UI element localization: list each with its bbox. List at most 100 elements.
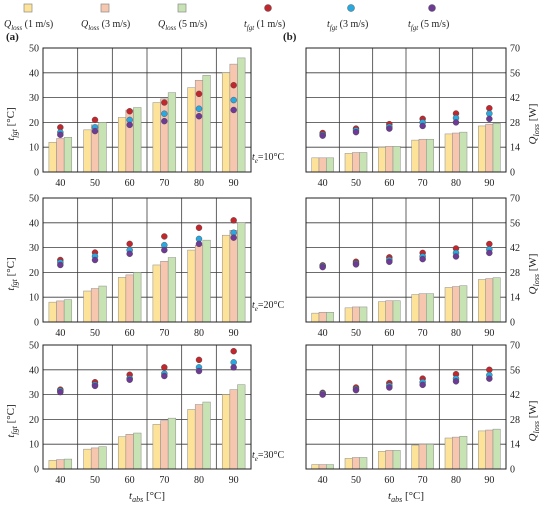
bar <box>485 123 494 173</box>
bar <box>411 294 420 323</box>
bar <box>237 222 246 323</box>
bar <box>187 87 196 173</box>
bar <box>125 434 134 470</box>
data-point <box>486 366 493 373</box>
bar <box>98 446 107 470</box>
x-tick-label: 50 <box>351 328 361 339</box>
y-axis-label: Qloss [W] <box>527 401 541 442</box>
bar <box>133 272 142 323</box>
data-point <box>126 250 133 258</box>
plot-frame <box>42 47 252 173</box>
data-point <box>386 125 393 132</box>
data-point <box>419 122 426 130</box>
data-point <box>57 131 64 139</box>
chart-panel-a-3: 0 10 20 30 40 50 40 50 60 70 80 90 tfgt [°C] <box>5 341 252 486</box>
bar <box>152 102 161 173</box>
x-tick-label: 50 <box>90 178 100 189</box>
bar <box>344 307 353 323</box>
legend-label: Qloss (3 m/s) <box>81 19 130 32</box>
data-point <box>352 261 360 268</box>
y-tick-label: 40 <box>29 218 39 229</box>
legend: Qloss (1 m/s) Qloss (3 m/s) Qloss (5 m/s) t… <box>4 3 449 32</box>
data-point <box>386 384 393 391</box>
data-point <box>230 217 237 224</box>
y-tick-label: 20 <box>29 415 39 426</box>
bar <box>63 458 73 470</box>
data-point <box>161 372 168 380</box>
x-tick-label: 70 <box>159 178 169 189</box>
bar <box>359 306 368 323</box>
bar <box>418 293 427 323</box>
bar <box>444 133 453 173</box>
bar <box>411 139 420 173</box>
bar <box>444 437 453 470</box>
y-tick-label: 14 <box>510 143 520 154</box>
condition-label: te=20°C <box>252 300 285 313</box>
data-point <box>486 115 493 123</box>
y-tick-label: 0 <box>34 168 39 179</box>
panel-label-b: (b) <box>283 31 297 43</box>
y-tick-label: 40 <box>29 68 39 79</box>
x-axis-label: tabs [°C] <box>388 490 424 504</box>
y-tick-label: 56 <box>510 68 520 79</box>
y-tick-label: 0 <box>510 168 515 179</box>
data-point <box>452 378 460 385</box>
bar <box>56 300 65 323</box>
bar <box>311 157 320 173</box>
y-tick-label: 30 <box>29 390 39 401</box>
y-axis-label: tfgt [°C] <box>5 404 19 437</box>
data-point <box>161 364 168 371</box>
bar <box>344 458 353 470</box>
x-tick-label: 40 <box>55 475 65 486</box>
bar <box>392 450 401 470</box>
data-point <box>230 364 237 371</box>
bar <box>311 464 320 470</box>
x-tick-label: 80 <box>451 475 461 486</box>
x-tick-label: 60 <box>384 475 394 486</box>
bar <box>444 287 453 323</box>
data-point <box>195 224 203 231</box>
x-tick-label: 60 <box>384 178 394 189</box>
bar <box>478 430 486 470</box>
plot-frame <box>42 344 252 470</box>
x-tick-label: 60 <box>125 178 135 189</box>
bar <box>426 443 434 470</box>
bar <box>167 92 177 173</box>
data-point <box>57 388 64 396</box>
data-point <box>486 240 493 248</box>
legend-marker <box>347 4 355 12</box>
panel-label-a: (a) <box>6 31 19 43</box>
bar <box>160 260 169 323</box>
bar <box>56 138 65 173</box>
x-tick-label: 90 <box>484 178 494 189</box>
data-point <box>452 119 460 126</box>
data-point <box>195 105 203 112</box>
bar <box>237 57 246 173</box>
bar <box>359 152 368 173</box>
bar <box>452 436 460 470</box>
bar <box>83 448 92 470</box>
data-point <box>486 249 493 257</box>
y-tick-label: 56 <box>510 218 520 229</box>
legend-label: tfgt (1 m/s) <box>244 19 285 32</box>
data-point <box>195 367 203 375</box>
bar <box>418 138 427 173</box>
y-tick-label: 14 <box>510 440 520 451</box>
data-point <box>486 375 493 382</box>
x-tick-label: 90 <box>484 328 494 339</box>
x-tick-label: 80 <box>194 178 204 189</box>
bar <box>117 277 127 323</box>
y-tick-label: 0 <box>510 465 515 476</box>
data-point <box>230 234 237 241</box>
chart-panel-a-2: 0 10 20 30 40 50 40 50 60 70 80 90 tfgt [°C] <box>5 194 252 339</box>
y-axis-label: Qloss [W] <box>527 254 541 295</box>
x-tick-label: 70 <box>159 328 169 339</box>
y-tick-label: 28 <box>510 118 520 129</box>
bar <box>326 464 334 470</box>
data-point <box>319 391 326 398</box>
bar <box>392 146 401 173</box>
y-tick-label: 28 <box>510 268 520 279</box>
bar <box>48 460 57 470</box>
y-tick-label: 50 <box>29 44 39 55</box>
data-point <box>319 132 326 139</box>
